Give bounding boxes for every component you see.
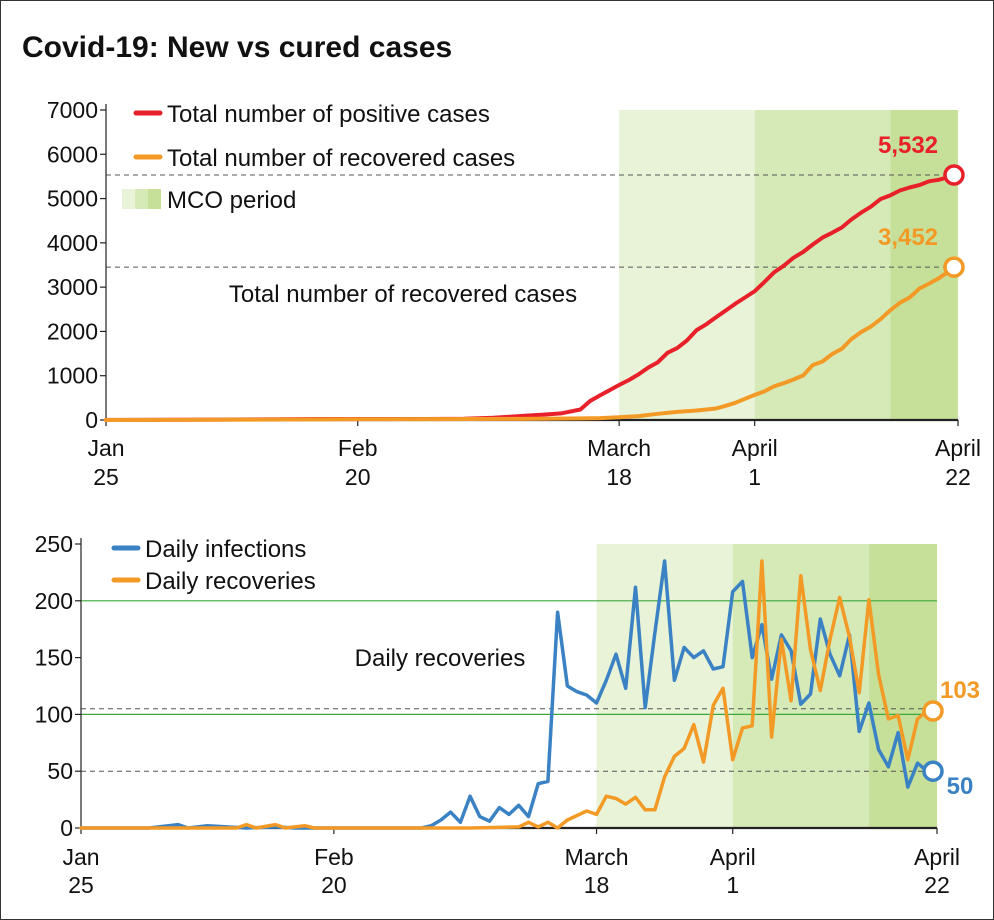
x-tick-label-day: 22 bbox=[945, 464, 971, 490]
x-tick-label-day: 25 bbox=[93, 464, 119, 490]
x-tick-label-month: April bbox=[710, 844, 756, 870]
series-line-recovered bbox=[104, 265, 960, 422]
legend-label: Total number of positive cases bbox=[167, 101, 490, 128]
y-tick-label: 150 bbox=[35, 645, 73, 671]
legend-label: Daily infections bbox=[145, 536, 306, 563]
y-tick-label: 100 bbox=[35, 701, 73, 727]
mco-phase-band bbox=[754, 110, 891, 420]
y-tick-label: 6000 bbox=[47, 141, 98, 167]
x-tick-label-day: 18 bbox=[606, 464, 632, 490]
y-tick-label: 4000 bbox=[47, 230, 98, 256]
end-value-label-infections: 50 bbox=[947, 773, 974, 800]
end-value-label-positive: 5,532 bbox=[878, 132, 938, 159]
end-value-label-recovered: 3,452 bbox=[878, 224, 938, 251]
y-tick-label: 1000 bbox=[47, 363, 98, 389]
chart-annotation: Daily recoveries bbox=[355, 645, 526, 672]
x-tick-label-day: 25 bbox=[68, 872, 94, 898]
legend-label: Daily recoveries bbox=[145, 568, 316, 595]
end-marker-positive bbox=[943, 164, 965, 186]
panel-daily-cases: 050100150200250Jan25Feb20March18April1Ap… bbox=[35, 531, 980, 898]
end-marker-infections bbox=[922, 760, 944, 782]
x-tick-label-day: 1 bbox=[748, 464, 761, 490]
x-tick-label-month: March bbox=[587, 435, 651, 461]
x-tick-label-day: 22 bbox=[924, 872, 950, 898]
y-tick-label: 2000 bbox=[47, 318, 98, 344]
mco-phase-band bbox=[596, 544, 733, 828]
x-tick-label-month: April bbox=[935, 435, 981, 461]
x-tick-label-day: 1 bbox=[726, 872, 739, 898]
legend-label: MCO period bbox=[167, 187, 296, 214]
legend-swatch-mco-3 bbox=[148, 189, 161, 209]
x-tick-label-day: 20 bbox=[321, 872, 347, 898]
y-tick-label: 7000 bbox=[47, 97, 98, 123]
x-tick-label-day: 18 bbox=[584, 872, 610, 898]
legend-swatch-mco-1 bbox=[122, 189, 135, 209]
mco-phase-band bbox=[868, 544, 937, 828]
series-line-recoveries bbox=[79, 559, 939, 830]
y-tick-label: 250 bbox=[35, 531, 73, 557]
legend-swatch-mco-2 bbox=[135, 189, 148, 209]
x-tick-label-month: Feb bbox=[338, 435, 378, 461]
y-tick-label: 3000 bbox=[47, 274, 98, 300]
x-tick-label-month: Feb bbox=[314, 844, 354, 870]
end-marker-recovered bbox=[943, 256, 965, 278]
x-tick-label-day: 20 bbox=[345, 464, 371, 490]
end-value-label-recoveries: 103 bbox=[940, 677, 980, 704]
y-tick-label: 0 bbox=[60, 815, 73, 841]
x-tick-label-month: April bbox=[732, 435, 778, 461]
y-tick-label: 50 bbox=[47, 758, 73, 784]
chart-title: Covid-19: New vs cured cases bbox=[22, 31, 452, 64]
x-tick-label-month: Jan bbox=[62, 844, 99, 870]
x-tick-label-month: April bbox=[914, 844, 960, 870]
y-tick-label: 5000 bbox=[47, 186, 98, 212]
x-tick-label-month: March bbox=[565, 844, 629, 870]
panel-cumulative-cases: 0 1000 2000 3000 4000 5000 6000 7000 Jan 25 Feb 20 M… bbox=[47, 97, 981, 490]
series-line-positive bbox=[104, 173, 960, 422]
mco-phase-band bbox=[619, 110, 755, 420]
legend-label: Total number of recovered cases bbox=[167, 145, 515, 172]
y-tick-label: 0 bbox=[85, 407, 98, 433]
y-tick-label: 200 bbox=[35, 588, 73, 614]
chart-annotation: Total number of recovered cases bbox=[229, 281, 577, 308]
x-tick-label-month: Jan bbox=[87, 435, 124, 461]
end-marker-recoveries bbox=[922, 700, 944, 722]
